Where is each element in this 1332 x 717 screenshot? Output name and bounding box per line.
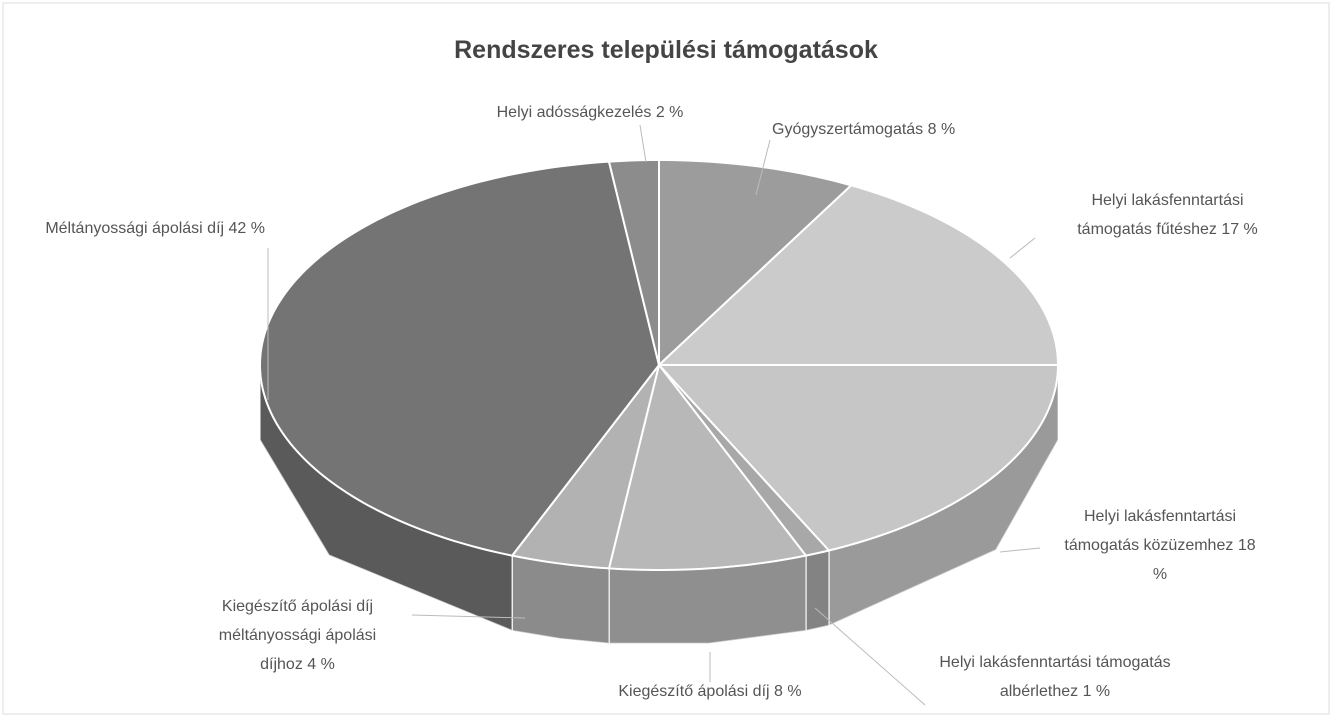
category-label: Helyi lakásfenntartási támogatás fűtéshe… bbox=[1077, 192, 1244, 238]
value-label: 2 % bbox=[655, 104, 684, 121]
slice-side-shade bbox=[828, 365, 1058, 626]
slice bbox=[607, 362, 808, 571]
slice bbox=[607, 158, 660, 366]
slice bbox=[658, 158, 854, 368]
leader-line bbox=[814, 607, 926, 706]
value-label: 8 % bbox=[927, 121, 956, 138]
slices bbox=[259, 158, 1060, 645]
category-label: Kiegészítő ápolási díj bbox=[618, 683, 770, 700]
data-label: Méltányossági ápolási díj 42 % bbox=[15, 214, 265, 243]
value-label: 8 % bbox=[774, 683, 802, 700]
category-label: Kiegészítő ápolási díj méltányossági ápo… bbox=[218, 598, 377, 673]
leader-line bbox=[411, 614, 526, 619]
data-label: Kiegészítő ápolási díj 8 % bbox=[560, 677, 860, 706]
data-label: Helyi lakásfenntartási támogatás fűtéshe… bbox=[1055, 186, 1280, 244]
slice-side-shade bbox=[608, 555, 806, 644]
leader-line bbox=[639, 124, 647, 163]
data-label: Helyi lakásfenntartási támogatás albérle… bbox=[930, 648, 1180, 706]
value-label: 18 % bbox=[1152, 537, 1256, 583]
slice-side-shade bbox=[805, 550, 829, 631]
slice bbox=[656, 364, 1060, 552]
category-label: Helyi adósságkezelés bbox=[496, 104, 652, 121]
leader-line bbox=[755, 139, 771, 196]
data-label: Gyógyszertámogatás 8 % bbox=[772, 115, 1072, 144]
slice bbox=[656, 184, 1060, 366]
leader-line bbox=[999, 547, 1041, 553]
value-label: 17 % bbox=[1221, 221, 1258, 238]
slice-side-shade bbox=[260, 365, 513, 631]
value-label: 4 % bbox=[307, 656, 335, 673]
category-label: Helyi lakásfenntartási támogatás közüzem… bbox=[1064, 508, 1237, 554]
value-label: 42 % bbox=[228, 220, 265, 237]
leader-line bbox=[1009, 237, 1036, 259]
slice bbox=[510, 364, 660, 570]
data-label: Helyi lakásfenntartási támogatás közüzem… bbox=[1060, 502, 1260, 589]
data-label: Helyi adósságkezelés 2 % bbox=[440, 98, 740, 127]
category-label: Méltányossági ápolási díj bbox=[45, 220, 225, 237]
data-label: Kiegészítő ápolási díj méltányossági ápo… bbox=[200, 592, 395, 679]
slice-side-shade bbox=[512, 555, 609, 644]
category-label: Helyi lakásfenntartási támogatás albérle… bbox=[939, 654, 1171, 700]
chart-title: Rendszeres települési támogatások bbox=[454, 36, 878, 64]
slice bbox=[259, 160, 661, 557]
category-label: Gyógyszertámogatás bbox=[772, 121, 924, 138]
value-label: 1 % bbox=[1082, 683, 1111, 700]
